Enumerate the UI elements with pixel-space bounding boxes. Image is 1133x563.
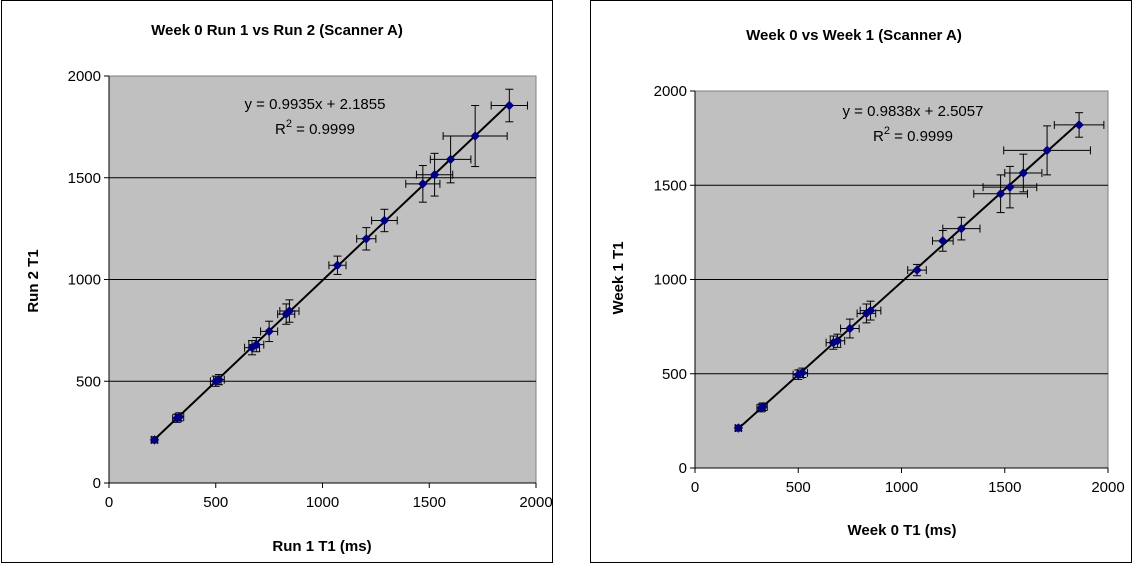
x-tick-label: 0 [691, 479, 699, 496]
data-point-marker [264, 326, 274, 337]
trendline-equation: y = 0.9935x + 2.1855 [245, 96, 386, 113]
data-point-marker [214, 374, 224, 385]
y-tick-label: 0 [93, 475, 101, 492]
y-axis-label: Run 2 T1 [25, 249, 42, 312]
y-tick-label: 1500 [654, 177, 687, 194]
data-point-marker [733, 423, 744, 433]
y-tick-label: 2000 [654, 83, 687, 100]
data-point-marker [174, 412, 185, 422]
chart-title: Week 0 vs Week 1 (Scanner A) [746, 27, 962, 44]
chart-panel-week0-vs-week1: Week 0 vs Week 1 (Scanner A) 0 500 1000 150… [590, 0, 1132, 563]
data-point-marker [504, 100, 515, 111]
y-tick-label: 1500 [68, 170, 101, 187]
data-point-marker [418, 179, 428, 189]
y-tick-label: 2000 [68, 68, 101, 85]
data-point-marker [251, 339, 262, 350]
chart-run1-vs-run2: Week 0 Run 1 vs Run 2 (Scanner A) 0 500 10… [25, 22, 552, 555]
chart-week0-vs-week1: Week 0 vs Week 1 (Scanner A) 0 500 1000 150… [610, 27, 1125, 539]
data-point-marker [845, 323, 855, 334]
chart-panel-run1-vs-run2: Week 0 Run 1 vs Run 2 (Scanner A) 0 500 10… [1, 0, 553, 563]
data-point-marker [445, 154, 456, 165]
y-tick-label: 1000 [654, 272, 687, 289]
data-point-marker [361, 234, 371, 244]
data-point-marker [832, 336, 843, 346]
x-tick-label: 2000 [519, 494, 552, 511]
y-tick-label: 1000 [68, 272, 101, 289]
data-point-marker [938, 236, 948, 246]
x-tick-label: 2000 [1091, 479, 1124, 496]
x-tick-label: 1500 [988, 479, 1021, 496]
data-point-marker [912, 265, 922, 275]
r-squared-label: R2 = 0.9999 [275, 118, 355, 138]
y-axis-label: Week 1 T1 [610, 241, 627, 314]
x-tick-label: 1500 [413, 494, 446, 511]
data-point-marker [429, 169, 440, 180]
x-tick-label: 1000 [306, 494, 339, 511]
data-point-marker [1042, 145, 1052, 156]
y-tick-label: 0 [679, 460, 687, 477]
data-point-marker [1005, 182, 1015, 192]
error-bar [942, 216, 981, 241]
data-point-marker [379, 215, 390, 226]
trendline-equation: y = 0.9838x + 2.5057 [843, 103, 984, 120]
chart-title: Week 0 Run 1 vs Run 2 (Scanner A) [151, 22, 403, 39]
data-point-marker [797, 368, 808, 378]
data-point-marker [1074, 120, 1084, 130]
x-tick-label: 500 [786, 479, 811, 496]
x-tick-label: 0 [105, 494, 113, 511]
x-tick-label: 500 [203, 494, 228, 511]
r-squared-label: R2 = 0.9999 [873, 125, 953, 145]
y-tick-label: 500 [76, 373, 101, 390]
data-point-marker [1018, 168, 1029, 178]
x-axis-label: Week 0 T1 (ms) [848, 522, 957, 539]
y-tick-label: 500 [662, 366, 687, 383]
data-point-marker [995, 189, 1006, 199]
x-axis-label: Run 1 T1 (ms) [272, 538, 371, 555]
data-point-marker [758, 402, 768, 412]
data-point-marker [865, 305, 876, 316]
x-tick-label: 1000 [885, 479, 918, 496]
data-point-marker [149, 435, 160, 445]
data-point-marker [284, 306, 295, 316]
data-point-marker [956, 223, 967, 234]
data-point-marker [332, 260, 343, 270]
data-point-marker [470, 131, 480, 141]
